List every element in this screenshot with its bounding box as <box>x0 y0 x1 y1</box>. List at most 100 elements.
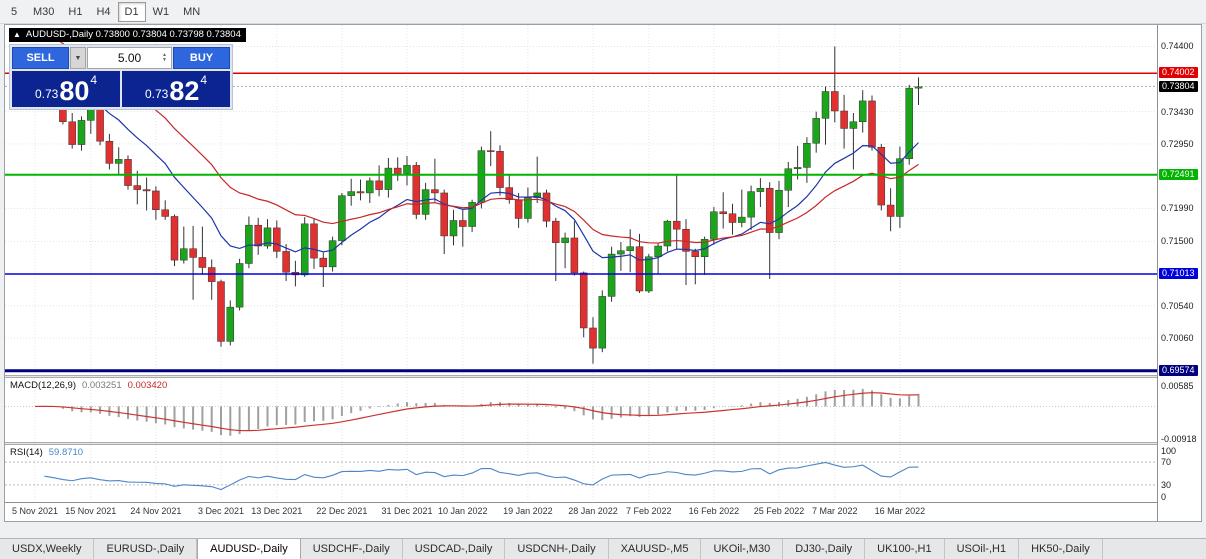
candle <box>672 220 681 230</box>
rsi-name: RSI(14) <box>10 447 43 458</box>
price-axis: 0.74400 0.73430 0.72950 0.71990 0.71500 0.705… <box>1157 25 1201 521</box>
panel-splitter[interactable] <box>5 442 1201 445</box>
candle <box>152 190 160 210</box>
candle <box>310 223 318 259</box>
panel-splitter[interactable] <box>5 375 1201 378</box>
sell-price-display[interactable]: 0.73 80 4 <box>12 71 120 107</box>
candle <box>784 168 793 191</box>
price-level-badge: 0.69574 <box>1159 364 1198 376</box>
ma-line-ema-fast <box>34 76 919 261</box>
buy-price-sup: 4 <box>200 73 208 87</box>
collapse-panel-icon[interactable]: ▲ <box>13 30 21 39</box>
candle <box>189 248 197 258</box>
sell-price-big: 80 <box>59 76 90 106</box>
candle <box>161 209 169 217</box>
tab-hk50-daily[interactable]: HK50-,Daily <box>1019 539 1103 559</box>
candle <box>366 180 374 194</box>
timeframe-5[interactable]: 5 <box>10 5 18 18</box>
tab-xauusd-m5[interactable]: XAUUSD-,M5 <box>609 539 702 559</box>
price-level-badge: 0.71013 <box>1159 268 1198 280</box>
volume-dropdown-icon[interactable]: ▼ <box>70 47 86 69</box>
volume-input[interactable]: 5.00 ▲ ▼ <box>87 47 172 69</box>
timeframe-toolbar: 5 M30 H1 H4 D1 W1 MN <box>0 0 1206 24</box>
buy-button[interactable]: BUY <box>173 47 230 69</box>
macd-indicator-plot[interactable] <box>5 378 1157 442</box>
candle <box>524 197 532 219</box>
date-label: 7 Feb 2022 <box>626 506 672 516</box>
date-label: 16 Mar 2022 <box>874 506 926 516</box>
candle <box>105 140 114 164</box>
chart-title: AUDUSD-,Daily 0.73800 0.73804 0.73798 0.… <box>25 29 241 40</box>
candle <box>719 211 727 215</box>
candle <box>831 91 839 112</box>
tab-usoil-h1[interactable]: USOil-,H1 <box>945 539 1020 559</box>
candle <box>338 195 346 241</box>
candle <box>114 159 123 164</box>
spin-up-icon[interactable]: ▲ <box>162 52 167 58</box>
macd-chart <box>5 378 1157 442</box>
candle <box>468 202 476 227</box>
tab-usdchf-daily[interactable]: USDCHF-,Daily <box>301 539 403 559</box>
candle <box>858 100 867 122</box>
rsi-label: RSI(14) 59.8710 <box>10 447 83 458</box>
macd-name: MACD(12,26,9) <box>10 380 76 391</box>
candle <box>561 237 569 243</box>
rsi-chart <box>5 445 1157 502</box>
sell-button[interactable]: SELL <box>12 47 69 69</box>
candle <box>598 296 607 349</box>
candle <box>514 199 523 219</box>
tab-eurusd-daily[interactable]: EURUSD-,Daily <box>94 539 198 559</box>
macd-axis-label: 0.00585 <box>1161 380 1194 391</box>
candle <box>821 91 830 119</box>
tab-uk100-h1[interactable]: UK100-,H1 <box>865 539 945 559</box>
candle <box>87 109 95 121</box>
date-label: 25 Feb 2022 <box>753 506 805 516</box>
candle <box>803 142 811 168</box>
candle <box>375 180 383 190</box>
tab-ukoil-m30[interactable]: UKOil-,M30 <box>701 539 784 559</box>
tab-dj30-daily[interactable]: DJ30-,Daily <box>783 539 866 559</box>
rsi-axis-label: 0 <box>1161 492 1167 502</box>
bottom-scroll-strip <box>0 522 1206 538</box>
candle <box>124 159 132 186</box>
spin-down-icon[interactable]: ▼ <box>162 57 167 63</box>
candle <box>635 246 644 292</box>
candle <box>477 150 486 203</box>
macd-axis-label: -0.00918 <box>1161 434 1197 445</box>
timeframe-h1[interactable]: H1 <box>68 5 83 18</box>
candle <box>654 245 662 258</box>
price-chart-plot[interactable] <box>5 25 1157 375</box>
date-label: 3 Dec 2021 <box>197 506 245 516</box>
candle <box>421 189 430 215</box>
candle <box>914 86 923 89</box>
candles-layer <box>31 46 923 364</box>
candle <box>626 246 634 251</box>
candle <box>552 220 560 243</box>
timeframe-mn[interactable]: MN <box>183 5 201 18</box>
candle <box>533 192 541 198</box>
tab-usdx-weekly[interactable]: USDX,Weekly <box>0 539 95 559</box>
time-axis: 5 Nov 2021 15 Nov 2021 24 Nov 2021 3 Dec 20… <box>5 502 1157 521</box>
volume-spinner[interactable]: ▲ ▼ <box>159 48 170 68</box>
candle <box>133 185 142 190</box>
timeframe-w1[interactable]: W1 <box>152 5 170 18</box>
tab-usdcad-daily[interactable]: USDCAD-,Daily <box>403 539 506 559</box>
candle <box>886 204 895 217</box>
rsi-indicator-plot[interactable] <box>5 445 1157 502</box>
buy-price-display[interactable]: 0.73 82 4 <box>122 71 230 107</box>
volume-value: 5.00 <box>117 51 142 65</box>
candle <box>393 167 402 174</box>
timeframe-d1[interactable]: D1 <box>117 1 146 22</box>
date-label: 22 Dec 2021 <box>316 506 368 516</box>
timeframe-h4[interactable]: H4 <box>96 5 111 18</box>
chart-title-strip: ▲ AUDUSD-,Daily 0.73800 0.73804 0.73798 … <box>9 28 246 42</box>
date-label: 16 Feb 2022 <box>688 506 740 516</box>
timeframe-m30[interactable]: M30 <box>33 5 55 18</box>
rsi-axis-label: 30 <box>1161 479 1172 490</box>
candle <box>449 220 458 237</box>
candle <box>793 167 802 170</box>
candle <box>384 167 393 190</box>
tab-audusd-daily[interactable]: AUDUSD-,Daily <box>197 539 301 559</box>
candle <box>579 272 588 329</box>
tab-usdcnh-daily[interactable]: USDCNH-,Daily <box>505 539 609 559</box>
